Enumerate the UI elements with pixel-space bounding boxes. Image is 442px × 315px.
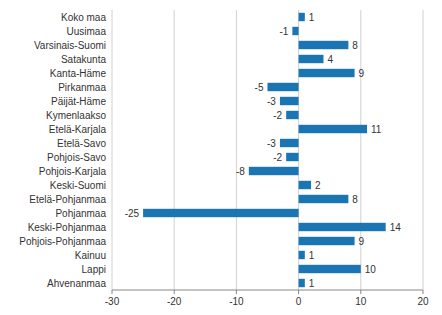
data-label: -3 [267, 96, 276, 107]
tick-mark [174, 290, 175, 294]
tick-label: 0 [296, 296, 302, 307]
data-label: 4 [327, 54, 333, 65]
category-label: Varsinais-Suomi [34, 40, 106, 51]
grid-line [298, 10, 299, 290]
data-label: 8 [352, 40, 358, 51]
grid-line [423, 10, 424, 290]
data-label: -3 [267, 138, 276, 149]
category-label: Pohjois-Karjala [39, 166, 107, 177]
bar [299, 125, 367, 133]
bar [299, 13, 305, 21]
tick-label: -10 [229, 296, 244, 307]
data-label: 1 [309, 278, 315, 289]
data-label: 10 [365, 264, 377, 275]
data-label: 11 [371, 124, 382, 135]
bar [280, 139, 299, 147]
tick-mark [298, 290, 299, 294]
category-label: Satakunta [61, 54, 106, 65]
data-label: 9 [359, 68, 365, 79]
bar [268, 83, 299, 91]
tick-label: -20 [167, 296, 182, 307]
bar [299, 41, 349, 49]
chart: -30 -20 -10 0 10 20 Koko maa 1 Uusimaa -1 Varsinai… [0, 0, 442, 315]
data-label: 2 [315, 180, 321, 191]
data-label: -8 [236, 166, 245, 177]
bar [280, 97, 299, 105]
grid-line [112, 10, 113, 290]
category-label: Kanta-Häme [50, 68, 107, 79]
bar [143, 209, 299, 217]
data-label: -1 [279, 26, 288, 37]
bar [286, 111, 298, 119]
bar [299, 55, 324, 63]
category-label: Pohjanmaa [55, 208, 106, 219]
category-label: Koko maa [61, 12, 106, 23]
data-label: 8 [352, 194, 358, 205]
bar [292, 27, 298, 35]
category-label: Etelä-Karjala [49, 124, 107, 135]
data-label: -2 [273, 110, 282, 121]
tick-label: 10 [355, 296, 367, 307]
bar [299, 237, 355, 245]
bar [286, 153, 298, 161]
grid-line [174, 10, 175, 290]
grid-line [360, 10, 361, 290]
category-label: Kymenlaakso [46, 110, 106, 121]
category-label: Keski-Pohjanmaa [28, 222, 107, 233]
data-label: -25 [125, 208, 140, 219]
data-label: -5 [255, 82, 264, 93]
bar [299, 181, 311, 189]
bars [143, 13, 386, 287]
category-label: Etelä-Savo [57, 138, 106, 149]
bar [299, 223, 386, 231]
bar [299, 279, 305, 287]
tick-mark [236, 290, 237, 294]
tick-label: -30 [105, 296, 120, 307]
category-label: Pirkanmaa [58, 82, 106, 93]
x-axis [112, 290, 423, 291]
tick-mark [360, 290, 361, 294]
category-label: Kainuu [75, 250, 106, 261]
tick-label: 20 [417, 296, 429, 307]
grid-line [236, 10, 237, 290]
category-label: Etelä-Pohjanmaa [29, 194, 106, 205]
category-label: Päijät-Häme [51, 96, 106, 107]
bar [249, 167, 299, 175]
category-label: Pohjois-Pohjanmaa [19, 236, 106, 247]
data-label: 1 [309, 12, 315, 23]
bar [299, 265, 361, 273]
category-label: Ahvenanmaa [47, 278, 106, 289]
bar [299, 251, 305, 259]
category-label: Uusimaa [67, 26, 107, 37]
category-label: Lappi [82, 264, 106, 275]
category-label: Pohjois-Savo [47, 152, 106, 163]
data-label: 1 [309, 250, 315, 261]
bar [299, 69, 355, 77]
data-label: 14 [390, 222, 402, 233]
tick-mark [423, 290, 424, 294]
data-label: 9 [359, 236, 365, 247]
category-label: Keski-Suomi [50, 180, 106, 191]
bar [299, 195, 349, 203]
data-label: -2 [273, 152, 282, 163]
tick-mark [112, 290, 113, 294]
